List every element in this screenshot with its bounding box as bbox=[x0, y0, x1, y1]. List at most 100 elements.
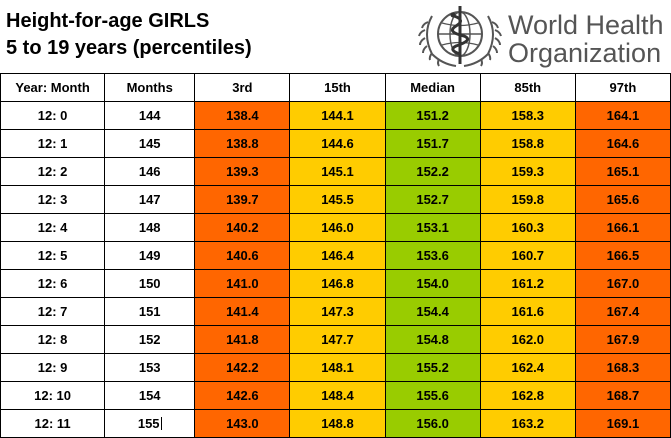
cell-3rd[interactable]: 141.8 bbox=[194, 325, 291, 354]
cell-value: 138.4 bbox=[226, 108, 259, 123]
cell-97th[interactable]: 166.1 bbox=[574, 213, 671, 242]
cell-year-month[interactable]: 12: 8 bbox=[0, 325, 106, 354]
cell-year-month[interactable]: 12: 2 bbox=[0, 157, 106, 186]
cell-15th[interactable]: 144.6 bbox=[289, 129, 386, 158]
cell-97th[interactable]: 165.1 bbox=[574, 157, 671, 186]
cell-3rd[interactable]: 138.4 bbox=[194, 101, 291, 130]
cell-months[interactable]: 147 bbox=[104, 185, 196, 214]
cell-3rd[interactable]: 140.2 bbox=[194, 213, 291, 242]
cell-97th[interactable]: 164.1 bbox=[574, 101, 671, 130]
cell-value: 142.2 bbox=[226, 360, 259, 375]
column-header-year-month[interactable]: Year: Month bbox=[0, 73, 106, 102]
cell-year-month[interactable]: 12: 4 bbox=[0, 213, 106, 242]
cell-median[interactable]: 154.0 bbox=[384, 269, 481, 298]
cell-15th[interactable]: 147.3 bbox=[289, 297, 386, 326]
cell-15th[interactable]: 148.4 bbox=[289, 381, 386, 410]
cell-months[interactable]: 148 bbox=[104, 213, 196, 242]
cell-15th[interactable]: 145.5 bbox=[289, 185, 386, 214]
cell-15th[interactable]: 145.1 bbox=[289, 157, 386, 186]
column-header-85th[interactable]: 85th bbox=[479, 73, 576, 102]
cell-85th[interactable]: 162.8 bbox=[479, 381, 576, 410]
cell-85th[interactable]: 163.2 bbox=[479, 409, 576, 438]
cell-months[interactable]: 154 bbox=[104, 381, 196, 410]
cell-3rd[interactable]: 140.6 bbox=[194, 241, 291, 270]
cell-year-month[interactable]: 12: 3 bbox=[0, 185, 106, 214]
cell-value: 159.3 bbox=[511, 164, 545, 179]
cell-3rd[interactable]: 139.3 bbox=[194, 157, 291, 186]
cell-3rd[interactable]: 143.0 bbox=[194, 409, 291, 438]
cell-median[interactable]: 156.0 bbox=[384, 409, 481, 438]
cell-85th[interactable]: 159.8 bbox=[479, 185, 576, 214]
cell-year-month[interactable]: 12: 9 bbox=[0, 353, 106, 382]
cell-85th[interactable]: 158.3 bbox=[479, 101, 576, 130]
cell-year-month[interactable]: 12: 1 bbox=[0, 129, 106, 158]
cell-97th[interactable]: 168.7 bbox=[574, 381, 671, 410]
column-header-median[interactable]: Median bbox=[384, 73, 481, 102]
column-header-15th[interactable]: 15th bbox=[289, 73, 386, 102]
cell-months[interactable]: 155 bbox=[104, 409, 196, 438]
cell-97th[interactable]: 168.3 bbox=[574, 353, 671, 382]
column-header-months[interactable]: Months bbox=[104, 73, 196, 102]
cell-value: 162.0 bbox=[511, 332, 545, 347]
cell-85th[interactable]: 159.3 bbox=[479, 157, 576, 186]
cell-months[interactable]: 146 bbox=[104, 157, 196, 186]
cell-3rd[interactable]: 141.4 bbox=[194, 297, 291, 326]
cell-85th[interactable]: 158.8 bbox=[479, 129, 576, 158]
cell-97th[interactable]: 167.0 bbox=[574, 269, 671, 298]
cell-year-month[interactable]: 12: 10 bbox=[0, 381, 106, 410]
cell-3rd[interactable]: 139.7 bbox=[194, 185, 291, 214]
cell-85th[interactable]: 160.7 bbox=[479, 241, 576, 270]
cell-15th[interactable]: 147.7 bbox=[289, 325, 386, 354]
cell-97th[interactable]: 167.9 bbox=[574, 325, 671, 354]
cell-median[interactable]: 153.6 bbox=[384, 241, 481, 270]
cell-15th[interactable]: 148.8 bbox=[289, 409, 386, 438]
cell-year-month[interactable]: 12: 11 bbox=[0, 409, 106, 438]
cell-median[interactable]: 152.7 bbox=[384, 185, 481, 214]
cell-year-month[interactable]: 12: 6 bbox=[0, 269, 106, 298]
cell-85th[interactable]: 162.0 bbox=[479, 325, 576, 354]
cell-year-month[interactable]: 12: 0 bbox=[0, 101, 106, 130]
cell-months[interactable]: 153 bbox=[104, 353, 196, 382]
cell-value: 155.2 bbox=[416, 360, 449, 375]
cell-months[interactable]: 145 bbox=[104, 129, 196, 158]
cell-median[interactable]: 151.2 bbox=[384, 101, 481, 130]
cell-year-month[interactable]: 12: 7 bbox=[0, 297, 106, 326]
cell-value: 159.8 bbox=[511, 192, 545, 207]
cell-15th[interactable]: 146.4 bbox=[289, 241, 386, 270]
cell-value: 147 bbox=[138, 192, 161, 207]
cell-median[interactable]: 155.6 bbox=[384, 381, 481, 410]
cell-months[interactable]: 150 bbox=[104, 269, 196, 298]
cell-months[interactable]: 152 bbox=[104, 325, 196, 354]
cell-3rd[interactable]: 138.8 bbox=[194, 129, 291, 158]
cell-15th[interactable]: 148.1 bbox=[289, 353, 386, 382]
cell-value: 161.2 bbox=[511, 276, 545, 291]
cell-median[interactable]: 152.2 bbox=[384, 157, 481, 186]
cell-15th[interactable]: 146.8 bbox=[289, 269, 386, 298]
cell-median[interactable]: 154.4 bbox=[384, 297, 481, 326]
cell-median[interactable]: 151.7 bbox=[384, 129, 481, 158]
cell-months[interactable]: 151 bbox=[104, 297, 196, 326]
cell-3rd[interactable]: 142.2 bbox=[194, 353, 291, 382]
cell-97th[interactable]: 167.4 bbox=[574, 297, 671, 326]
cell-97th[interactable]: 169.1 bbox=[574, 409, 671, 438]
cell-15th[interactable]: 146.0 bbox=[289, 213, 386, 242]
cell-months[interactable]: 149 bbox=[104, 241, 196, 270]
cell-value: 162.8 bbox=[511, 388, 545, 403]
cell-85th[interactable]: 161.6 bbox=[479, 297, 576, 326]
cell-85th[interactable]: 162.4 bbox=[479, 353, 576, 382]
column-header-97th[interactable]: 97th bbox=[574, 73, 671, 102]
cell-97th[interactable]: 165.6 bbox=[574, 185, 671, 214]
cell-year-month[interactable]: 12: 5 bbox=[0, 241, 106, 270]
cell-median[interactable]: 155.2 bbox=[384, 353, 481, 382]
column-header-3rd[interactable]: 3rd bbox=[194, 73, 291, 102]
cell-15th[interactable]: 144.1 bbox=[289, 101, 386, 130]
cell-median[interactable]: 153.1 bbox=[384, 213, 481, 242]
cell-median[interactable]: 154.8 bbox=[384, 325, 481, 354]
cell-3rd[interactable]: 142.6 bbox=[194, 381, 291, 410]
cell-97th[interactable]: 166.5 bbox=[574, 241, 671, 270]
cell-97th[interactable]: 164.6 bbox=[574, 129, 671, 158]
cell-85th[interactable]: 160.3 bbox=[479, 213, 576, 242]
cell-3rd[interactable]: 141.0 bbox=[194, 269, 291, 298]
cell-months[interactable]: 144 bbox=[104, 101, 196, 130]
cell-85th[interactable]: 161.2 bbox=[479, 269, 576, 298]
